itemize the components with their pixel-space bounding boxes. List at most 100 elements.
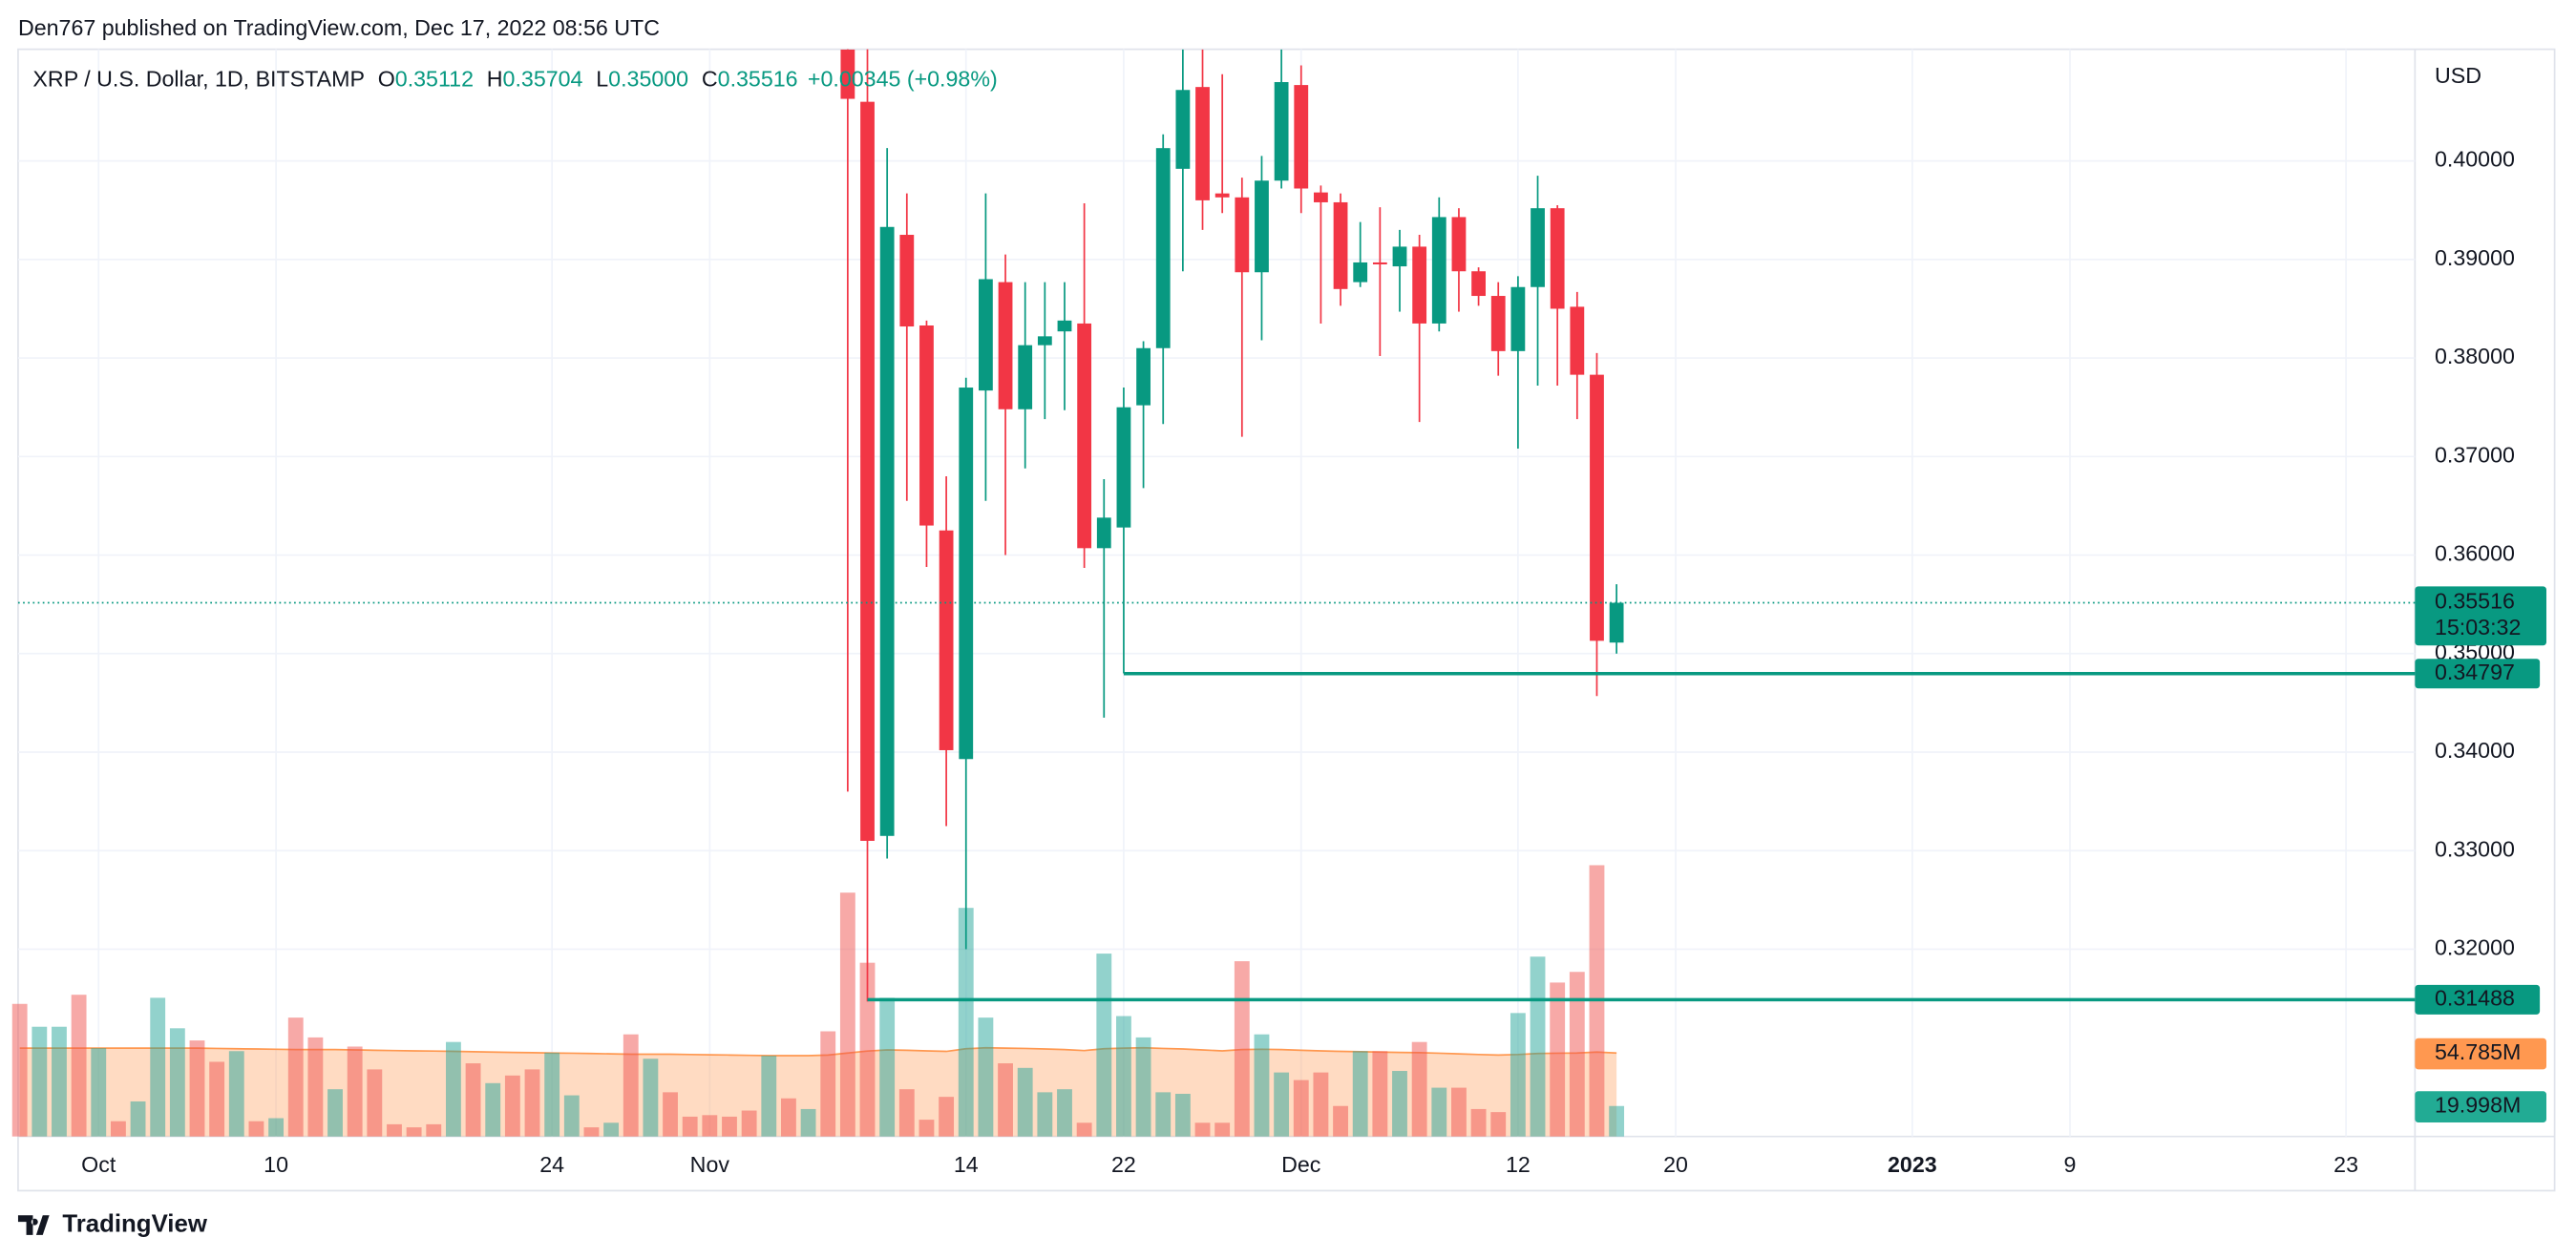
y-tick-label: 0.33000 (2435, 836, 2515, 861)
volume-bar (722, 1116, 737, 1137)
candle-body (1235, 197, 1250, 273)
candle-body (1392, 246, 1407, 267)
volume-bar (898, 1089, 915, 1137)
volume-bar (583, 1127, 600, 1137)
volume-bar (248, 1121, 264, 1137)
volume-bar (387, 1123, 402, 1137)
volume-bar (110, 1121, 126, 1137)
volume-ma-label: 54.785M (2435, 1039, 2521, 1064)
brand: TradingView (62, 1210, 207, 1237)
volume-bar (1017, 1067, 1033, 1137)
candle-body (1314, 192, 1328, 202)
volume-bar (1037, 1092, 1053, 1137)
x-tick-label: 12 (1506, 1152, 1531, 1177)
y-tick-label: 0.39000 (2435, 245, 2515, 270)
candle-body (899, 235, 915, 327)
price-label-box (2415, 659, 2541, 689)
volume-ma-area (19, 1047, 1617, 1137)
volume-bar (446, 1041, 461, 1137)
volume-bar (169, 1028, 185, 1137)
volume-bar (1116, 1016, 1131, 1137)
candles (840, 49, 1624, 1002)
volume-bar (1470, 1108, 1487, 1137)
candle-body (919, 325, 934, 526)
legend-close: 0.35516 (718, 66, 798, 91)
volume-bar (1510, 1013, 1526, 1137)
candle-body (1155, 148, 1171, 348)
volume-bar (367, 1069, 383, 1137)
candle-body (939, 530, 954, 750)
logo-shape (17, 1215, 50, 1235)
x-tick-label: 9 (2064, 1152, 2077, 1177)
price-label-box (2415, 984, 2541, 1015)
x-tick-label: 22 (1111, 1152, 1136, 1177)
volume-bar (761, 1056, 777, 1137)
candle-body (1609, 602, 1624, 643)
volume-bar (1194, 1122, 1211, 1137)
legend-o: O (378, 66, 395, 91)
volume-bar (465, 1063, 481, 1137)
candle-body (1490, 296, 1506, 351)
candle-body (1255, 180, 1269, 273)
candle-body (1096, 517, 1111, 549)
volume-bar (702, 1115, 718, 1137)
volume-bar (150, 997, 166, 1137)
volume-bar (682, 1116, 698, 1137)
candle-body (1057, 320, 1072, 332)
volume-bar (859, 962, 876, 1137)
candle-body (1510, 286, 1526, 351)
volume-bar (485, 1082, 501, 1137)
volume-bar (189, 1040, 205, 1137)
volume-ma-line (19, 1046, 1617, 1057)
volume-bar (1490, 1112, 1507, 1137)
volume-bar (978, 1017, 994, 1137)
candle-body (879, 226, 895, 836)
legend-l: L (596, 66, 608, 91)
volume-bar (643, 1059, 659, 1137)
x-tick-label: 23 (2333, 1152, 2358, 1177)
last-price-label: 0.35516 (2435, 589, 2515, 614)
volume-bar (1096, 954, 1112, 1137)
volume-bar (1254, 1034, 1270, 1137)
candle-body (1294, 85, 1309, 189)
y-tick-label: 0.38000 (2435, 344, 2515, 368)
volume-bar (1135, 1037, 1151, 1137)
symbol-title: XRP / U.S. Dollar, 1D, BITSTAMP (32, 66, 365, 91)
candle-body (1018, 345, 1033, 409)
last-price-box (2415, 586, 2546, 646)
candle-body (1550, 208, 1565, 309)
volume-bar (1550, 982, 1566, 1137)
candle-body (1372, 262, 1387, 264)
volume-bar (1411, 1041, 1427, 1137)
x-tick-label: 2023 (1888, 1152, 1937, 1177)
volume-bar (504, 1075, 520, 1137)
x-tick-label: Oct (81, 1152, 116, 1177)
volume-bar (287, 1017, 304, 1137)
volume-bar (879, 997, 896, 1137)
volume-bar (228, 1051, 244, 1137)
volume-bar (209, 1061, 225, 1137)
volume-bar (1214, 1122, 1231, 1137)
volume-bar (1352, 1051, 1368, 1137)
volume-bar (1609, 1105, 1625, 1137)
volume-bar (563, 1095, 580, 1137)
price-label: 0.34797 (2435, 660, 2515, 684)
brand-logo (17, 1215, 50, 1235)
legend-h: H (487, 66, 503, 91)
y-tick-label: 0.32000 (2435, 935, 2515, 960)
candle-body (959, 388, 974, 760)
volume-label: 19.998M (2435, 1093, 2521, 1118)
volume-bar (820, 1031, 836, 1137)
candle-body (1570, 306, 1585, 375)
overlay: Oct 10 24 Nov 14 22 Dec 12 20 2023 9 23 0.32000 0.330… (17, 147, 2546, 1177)
x-tick-label: 10 (264, 1152, 288, 1177)
legend-c: C (702, 66, 718, 91)
volume-bar (839, 892, 855, 1137)
volume-ma-box (2415, 1038, 2546, 1070)
volume-bar (603, 1122, 620, 1137)
candle-body (860, 101, 875, 841)
x-tick-label: 24 (539, 1152, 564, 1177)
volume-bar (71, 995, 87, 1137)
